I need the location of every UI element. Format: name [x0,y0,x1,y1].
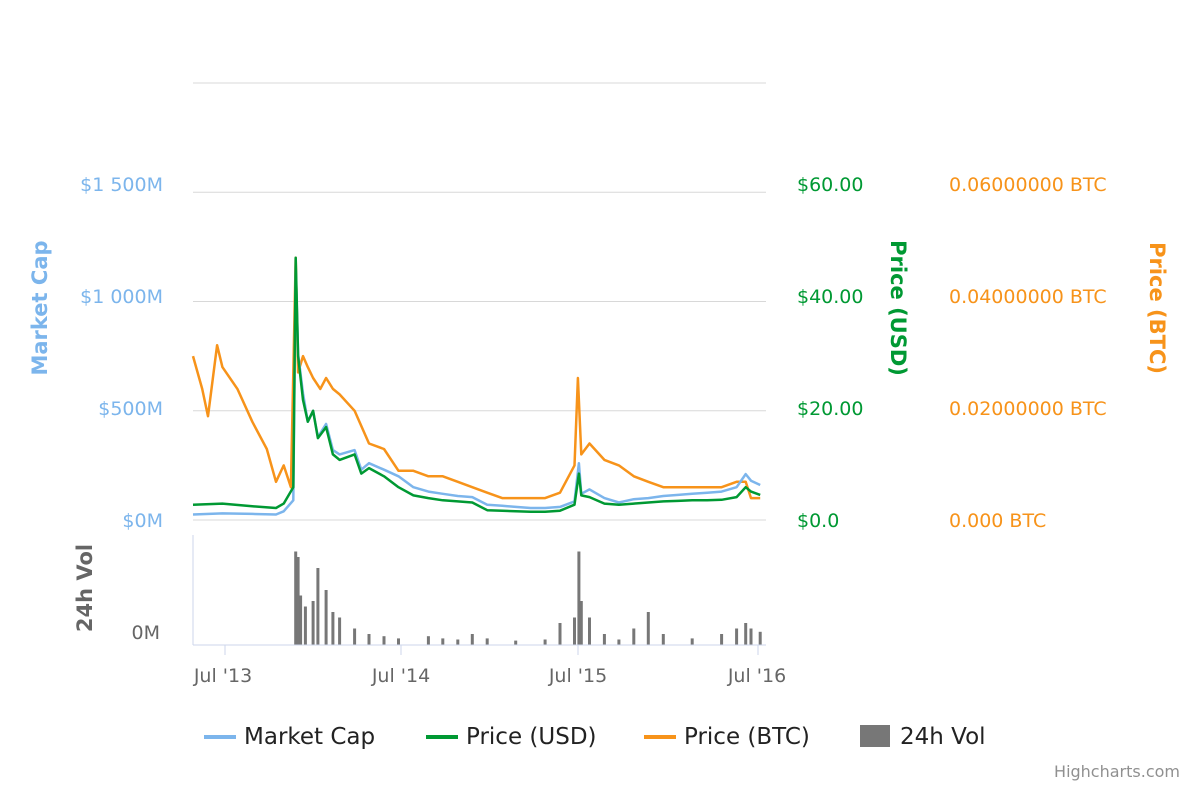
volume-bar [690,638,694,645]
volume-bar [338,617,342,645]
volume-bar [577,551,581,645]
volume-bar [744,623,748,645]
volume-bar [456,639,460,645]
volume-bar [324,590,328,645]
legend-swatch [860,725,890,747]
volume-bar [646,612,650,645]
volume-bar [441,638,445,645]
legend-label: 24h Vol [900,724,986,750]
volume-bar [296,557,300,645]
volume-bar [735,628,739,645]
volume-bar [514,640,518,645]
price-usd-tick: $60.00 [797,174,863,196]
volume-bar [303,606,307,645]
volume-bar [353,628,357,645]
price-usd-tick: $20.00 [797,398,863,420]
series-line-price-btc [191,256,761,500]
legend-label: Price (BTC) [684,724,810,750]
legend-label: Price (USD) [466,724,597,750]
price-usd-tick: $0.0 [797,510,839,532]
x-tick-label: Jul '13 [193,665,252,687]
volume-bar [543,639,547,645]
volume-bar [588,617,591,645]
series-line-price-usd [192,256,761,514]
volume-tick: 0M [132,622,160,644]
volume-bar [661,634,665,645]
market-cap-tick: $500M [98,398,163,420]
market-cap-tick: $1 500M [80,174,163,196]
volume-bar [331,612,335,645]
legend-item-price-btc[interactable]: Price (BTC) [644,724,810,750]
x-tick-label: Jul '14 [371,665,430,687]
volume-bar [470,634,474,645]
x-tick-label: Jul '16 [727,665,786,687]
volume-bar [299,595,303,645]
highcharts-credit[interactable]: Highcharts.com [1054,762,1180,781]
volume-bar [602,634,606,645]
volume-bar [367,634,371,645]
volume-bar [382,636,386,645]
volume-bars [294,551,762,645]
price-btc-axis-title: Price (BTC) [1145,242,1169,374]
x-tick-label: Jul '15 [548,665,607,687]
legend-item-24h-vol[interactable]: 24h Vol [860,724,986,750]
volume-bar [294,551,298,645]
volume-bar [632,628,636,645]
legend-label: Market Cap [244,724,375,750]
market-cap-axis-title: Market Cap [28,240,52,375]
price-btc-tick: 0.04000000 BTC [949,286,1107,308]
price-btc-tick: 0.000 BTC [949,510,1046,532]
price-btc-tick: 0.02000000 BTC [949,398,1107,420]
series-lines [191,256,761,516]
volume-bar [579,601,583,645]
market-cap-tick: $0M [122,510,163,532]
volume-bar [720,634,724,645]
price-btc-tick: 0.06000000 BTC [949,174,1107,196]
volume-bar [558,623,562,645]
legend-item-price-usd[interactable]: Price (USD) [426,724,597,750]
volume-bar [617,639,621,645]
volume-bar [316,568,320,645]
volume-bar [485,638,489,645]
x-axis-ticks: Jul '13 Jul '14 Jul '15 Jul '16 [193,645,786,687]
volume-bar [749,628,753,645]
price-usd-tick: $40.00 [797,286,863,308]
market-cap-tick: $1 000M [80,286,163,308]
volume-bar [573,617,576,645]
volume-bar [397,638,400,645]
price-usd-axis-title: Price (USD) [886,240,910,376]
volume-bar [758,631,762,645]
volume-bar [426,636,430,645]
volume-bar [311,601,315,645]
grid-lines [193,82,766,521]
legend-item-market-cap[interactable]: Market Cap [204,724,375,750]
legend: Market Cap Price (USD) Price (BTC) 24h V… [204,724,986,750]
volume-axis-title: 24h Vol [73,544,97,632]
